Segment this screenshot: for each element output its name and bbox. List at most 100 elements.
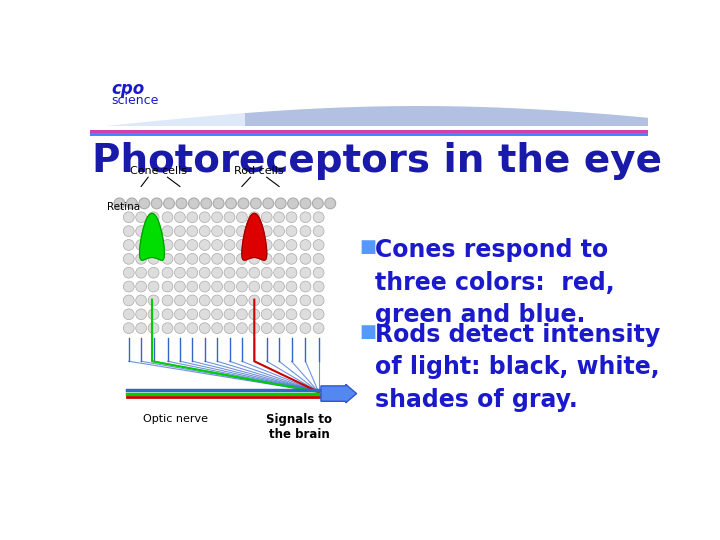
Circle shape — [300, 198, 311, 209]
Circle shape — [136, 309, 147, 320]
Circle shape — [174, 281, 185, 292]
Circle shape — [123, 309, 134, 320]
Circle shape — [212, 309, 222, 320]
Circle shape — [249, 323, 260, 334]
Circle shape — [274, 281, 284, 292]
Circle shape — [148, 212, 159, 222]
Circle shape — [163, 198, 174, 209]
Circle shape — [212, 212, 222, 222]
Circle shape — [236, 267, 248, 278]
Circle shape — [313, 253, 324, 264]
Circle shape — [123, 226, 134, 237]
Circle shape — [313, 240, 324, 251]
Circle shape — [201, 198, 212, 209]
Circle shape — [148, 226, 159, 237]
Circle shape — [136, 281, 147, 292]
Circle shape — [325, 198, 336, 209]
Circle shape — [151, 198, 162, 209]
Circle shape — [261, 226, 272, 237]
Circle shape — [274, 267, 284, 278]
Circle shape — [199, 240, 210, 251]
Circle shape — [123, 323, 134, 334]
Circle shape — [249, 240, 260, 251]
Circle shape — [224, 323, 235, 334]
Circle shape — [274, 309, 284, 320]
Circle shape — [313, 281, 324, 292]
Circle shape — [224, 226, 235, 237]
Text: ■: ■ — [360, 323, 377, 341]
Text: Retina: Retina — [107, 202, 140, 212]
Circle shape — [236, 281, 248, 292]
Circle shape — [123, 267, 134, 278]
Circle shape — [174, 323, 185, 334]
Circle shape — [236, 295, 248, 306]
Circle shape — [261, 253, 272, 264]
Circle shape — [148, 253, 159, 264]
Circle shape — [224, 295, 235, 306]
Circle shape — [249, 309, 260, 320]
Circle shape — [261, 323, 272, 334]
Circle shape — [212, 253, 222, 264]
Circle shape — [313, 323, 324, 334]
Circle shape — [236, 309, 248, 320]
Text: Rod cells: Rod cells — [234, 166, 284, 176]
FancyBboxPatch shape — [90, 65, 648, 126]
Circle shape — [123, 212, 134, 222]
Circle shape — [148, 323, 159, 334]
Circle shape — [212, 323, 222, 334]
Circle shape — [212, 267, 222, 278]
Circle shape — [249, 295, 260, 306]
Circle shape — [313, 309, 324, 320]
Circle shape — [263, 198, 274, 209]
Circle shape — [313, 295, 324, 306]
Circle shape — [136, 212, 147, 222]
Text: Photoreceptors in the eye: Photoreceptors in the eye — [91, 142, 662, 180]
Circle shape — [148, 295, 159, 306]
Circle shape — [212, 295, 222, 306]
Circle shape — [123, 295, 134, 306]
Text: science: science — [112, 94, 159, 107]
Text: cpo: cpo — [112, 80, 145, 98]
Circle shape — [213, 198, 224, 209]
Circle shape — [187, 281, 198, 292]
Circle shape — [136, 226, 147, 237]
Circle shape — [249, 267, 260, 278]
Circle shape — [236, 240, 248, 251]
Circle shape — [199, 295, 210, 306]
Circle shape — [148, 281, 159, 292]
Circle shape — [136, 267, 147, 278]
Circle shape — [187, 323, 198, 334]
Circle shape — [148, 240, 159, 251]
Circle shape — [224, 281, 235, 292]
Circle shape — [162, 212, 173, 222]
Polygon shape — [242, 213, 266, 260]
Circle shape — [162, 323, 173, 334]
Circle shape — [274, 295, 284, 306]
Circle shape — [236, 253, 248, 264]
Circle shape — [162, 240, 173, 251]
Circle shape — [300, 309, 311, 320]
Circle shape — [274, 226, 284, 237]
Circle shape — [174, 295, 185, 306]
Text: ■: ■ — [360, 238, 377, 256]
Circle shape — [187, 253, 198, 264]
Circle shape — [136, 295, 147, 306]
Circle shape — [261, 309, 272, 320]
Circle shape — [123, 240, 134, 251]
Circle shape — [187, 309, 198, 320]
Circle shape — [174, 309, 185, 320]
Circle shape — [187, 240, 198, 251]
Circle shape — [162, 295, 173, 306]
Circle shape — [136, 240, 147, 251]
Circle shape — [286, 253, 297, 264]
FancyBboxPatch shape — [245, 65, 648, 126]
Circle shape — [148, 267, 159, 278]
Circle shape — [162, 253, 173, 264]
Circle shape — [224, 267, 235, 278]
Circle shape — [286, 240, 297, 251]
Circle shape — [162, 267, 173, 278]
Circle shape — [274, 253, 284, 264]
Circle shape — [174, 253, 185, 264]
Circle shape — [199, 281, 210, 292]
Circle shape — [127, 198, 138, 209]
